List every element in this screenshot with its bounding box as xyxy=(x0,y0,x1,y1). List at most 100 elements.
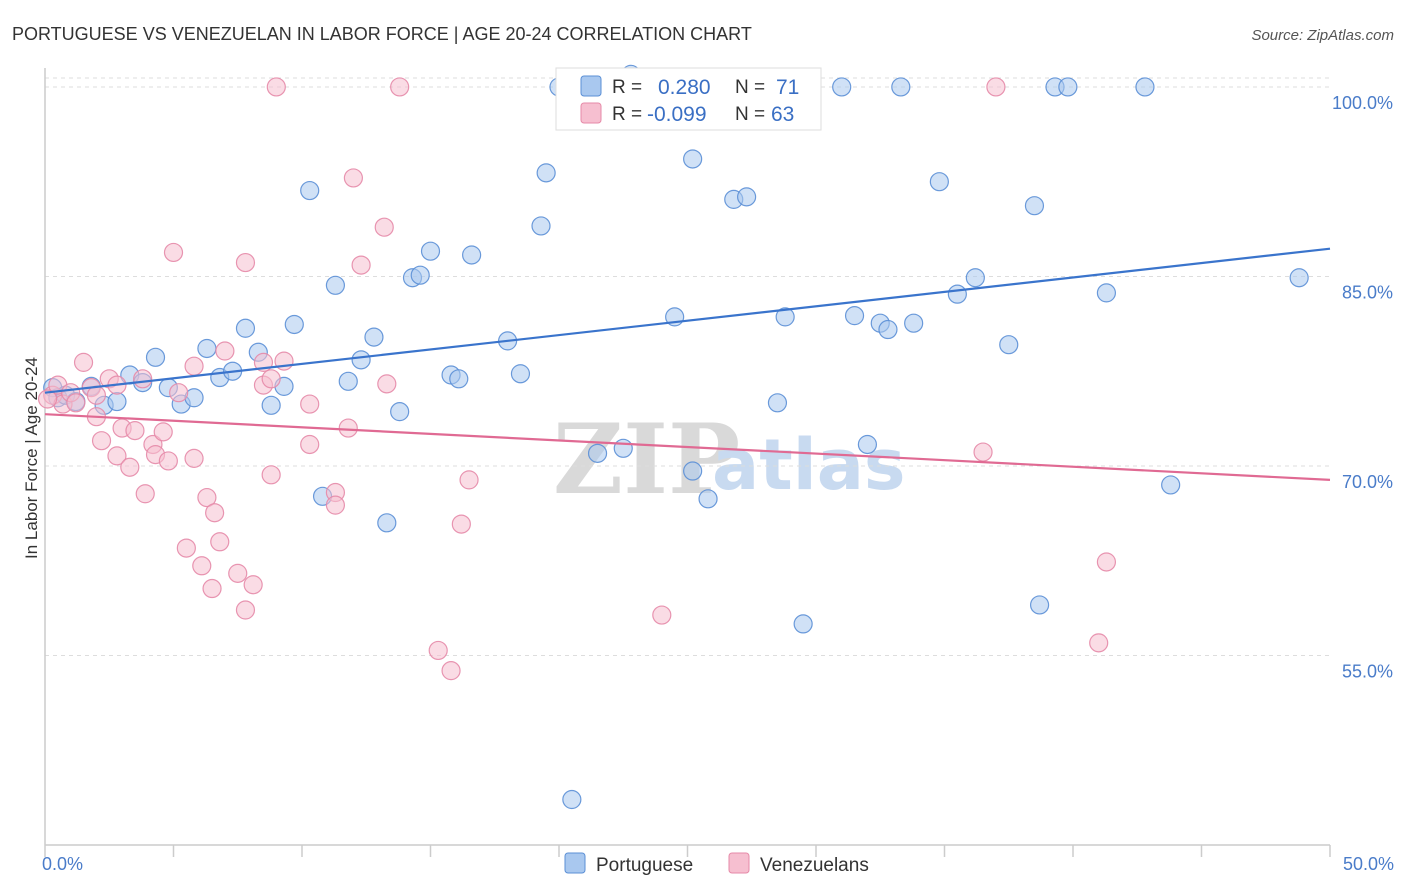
legend-swatch-venezuelans xyxy=(580,102,602,124)
point-venezuelans xyxy=(120,457,140,477)
point-venezuelans xyxy=(351,255,371,275)
point-venezuelans xyxy=(428,640,448,661)
point-venezuelans xyxy=(374,217,394,237)
point-portuguese xyxy=(878,319,898,340)
point-portuguese xyxy=(325,275,346,295)
point-portuguese xyxy=(197,338,217,359)
point-portuguese xyxy=(1135,77,1155,97)
point-portuguese xyxy=(107,391,127,412)
series-legend: Portuguese Venezuelans xyxy=(564,852,869,876)
point-portuguese xyxy=(683,149,703,169)
point-venezuelans xyxy=(133,369,153,389)
legend-r-value-portuguese: 0.280 xyxy=(658,76,711,99)
point-portuguese xyxy=(1024,196,1045,216)
point-venezuelans xyxy=(192,556,212,576)
point-portuguese xyxy=(235,318,256,338)
point-portuguese xyxy=(462,245,482,265)
point-portuguese xyxy=(300,180,320,201)
point-portuguese xyxy=(613,438,633,458)
point-portuguese xyxy=(390,402,410,422)
point-venezuelans xyxy=(451,514,471,534)
watermark-atlas: atlas xyxy=(712,424,906,506)
point-portuguese xyxy=(261,395,281,415)
x-tick-label-max: 50.0% xyxy=(1343,854,1394,874)
chart-source: Source: ZipAtlas.com xyxy=(1251,27,1394,44)
point-portuguese xyxy=(1058,77,1078,97)
point-venezuelans xyxy=(266,77,286,97)
bottom-legend-label-venezuelans: Venezuelans xyxy=(760,855,869,876)
point-venezuelans xyxy=(107,446,127,466)
legend-r-label-venezuelans: R = xyxy=(612,104,642,125)
point-venezuelans xyxy=(197,487,217,508)
point-portuguese xyxy=(284,314,304,335)
point-venezuelans xyxy=(37,389,58,409)
point-portuguese xyxy=(562,789,582,810)
point-venezuelans xyxy=(169,383,189,403)
y-tick-label: 85.0% xyxy=(1342,282,1393,302)
bottom-legend-swatch-venezuelans xyxy=(728,852,750,874)
point-venezuelans xyxy=(184,356,204,376)
point-venezuelans xyxy=(125,421,145,441)
point-venezuelans xyxy=(86,385,107,405)
point-venezuelans xyxy=(1089,633,1109,653)
point-venezuelans xyxy=(66,393,86,413)
point-venezuelans xyxy=(163,242,184,263)
point-portuguese xyxy=(377,513,397,533)
point-portuguese xyxy=(1289,268,1309,288)
point-portuguese xyxy=(1161,475,1181,495)
y-axis-label: In Labor Force | Age 20-24 xyxy=(22,357,41,559)
y-tick-label: 55.0% xyxy=(1342,661,1393,681)
point-portuguese xyxy=(947,284,967,304)
point-portuguese xyxy=(338,371,358,391)
bottom-legend-label-portuguese: Portuguese xyxy=(596,855,693,876)
point-venezuelans xyxy=(205,503,225,523)
point-venezuelans xyxy=(73,352,94,372)
point-portuguese xyxy=(793,614,813,634)
point-venezuelans xyxy=(377,374,397,394)
point-portuguese xyxy=(857,434,878,455)
point-portuguese xyxy=(536,163,556,183)
trend-line-portuguese xyxy=(44,247,1331,394)
point-venezuelans xyxy=(338,418,358,438)
legend-swatch-portuguese xyxy=(580,75,602,97)
point-portuguese xyxy=(449,369,469,389)
point-portuguese xyxy=(351,350,371,370)
point-venezuelans xyxy=(202,578,222,599)
point-portuguese xyxy=(420,241,441,261)
point-portuguese xyxy=(364,327,384,347)
series-venezuelans xyxy=(37,77,1117,681)
legend-n-value-venezuelans: 63 xyxy=(771,103,794,126)
point-venezuelans xyxy=(973,442,993,462)
point-portuguese xyxy=(587,443,608,463)
point-venezuelans xyxy=(158,451,178,471)
legend-r-value-venezuelans: -0.099 xyxy=(647,103,707,126)
point-venezuelans xyxy=(153,422,173,442)
x-ticks xyxy=(44,845,1331,857)
trend-lines xyxy=(44,247,1331,481)
point-portuguese xyxy=(410,265,430,285)
point-venezuelans xyxy=(300,394,320,414)
legend-r-label-portuguese: R = xyxy=(612,77,642,98)
point-venezuelans xyxy=(210,532,230,552)
point-portuguese xyxy=(844,306,865,326)
point-portuguese xyxy=(1029,595,1050,615)
point-portuguese xyxy=(737,187,757,207)
point-portuguese xyxy=(965,268,985,288)
point-venezuelans xyxy=(459,470,479,490)
y-tick-label: 100.0% xyxy=(1332,93,1393,113)
point-venezuelans xyxy=(91,431,112,451)
point-portuguese xyxy=(999,335,1019,355)
point-venezuelans xyxy=(135,484,155,504)
point-portuguese xyxy=(698,489,718,509)
point-venezuelans xyxy=(986,77,1006,97)
point-venezuelans xyxy=(1096,552,1117,572)
point-portuguese xyxy=(510,364,531,384)
legend-n-value-portuguese: 71 xyxy=(776,76,799,99)
chart-title: PORTUGUESE VS VENEZUELAN IN LABOR FORCE … xyxy=(12,24,752,44)
point-venezuelans xyxy=(235,600,256,620)
point-portuguese xyxy=(1096,283,1117,303)
point-venezuelans xyxy=(176,538,196,558)
point-venezuelans xyxy=(261,369,281,389)
point-venezuelans xyxy=(235,252,256,273)
